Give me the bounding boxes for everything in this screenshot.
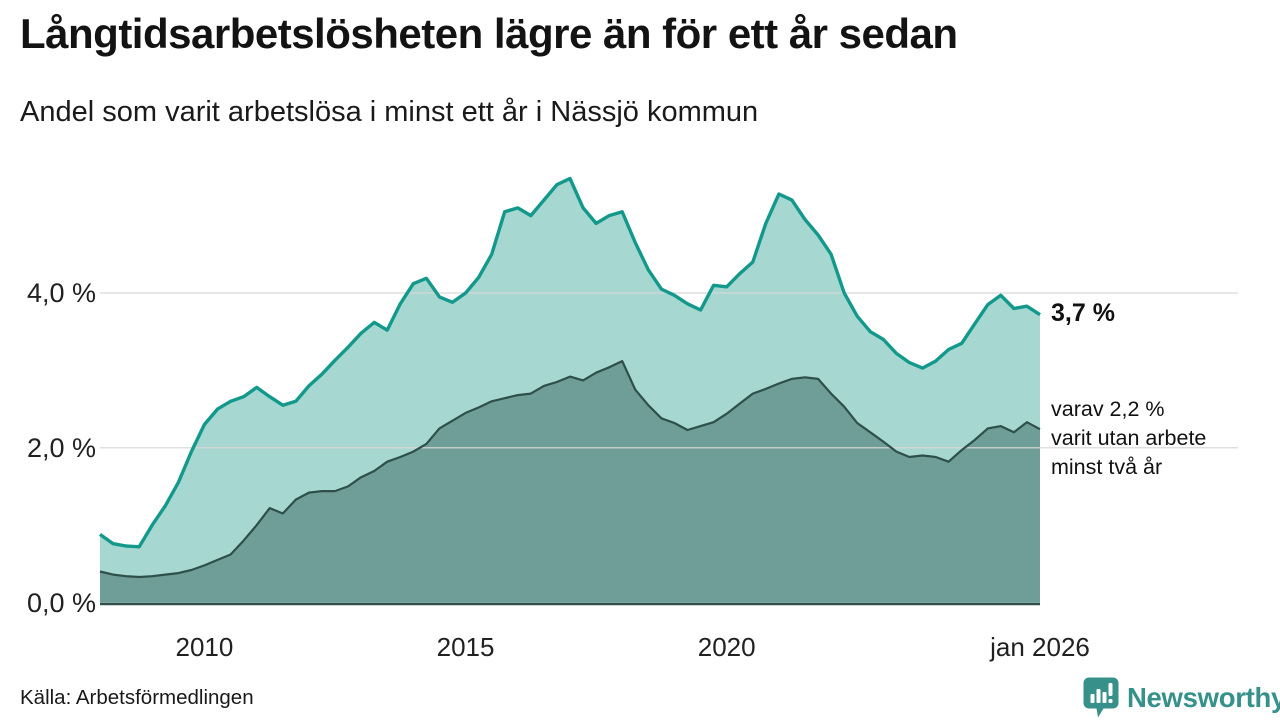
area-fill-two-year bbox=[100, 361, 1040, 603]
series-line-one-year bbox=[99, 176, 1041, 549]
newsworthy-icon bbox=[1083, 677, 1119, 718]
bar-3 bbox=[1102, 692, 1107, 703]
exclamation-dot bbox=[1108, 699, 1113, 703]
secondary-annotation: varav 2,2 % varit utan arbete minst två … bbox=[1051, 397, 1207, 479]
x-tick-2015: 2015 bbox=[436, 632, 495, 662]
y-tick-0,0%: 0,0 % bbox=[26, 587, 96, 618]
series-line-two-year bbox=[99, 360, 1041, 579]
speech-bubble-shape bbox=[1083, 677, 1119, 718]
bar-2 bbox=[1096, 689, 1101, 703]
y-tick-4,0%: 4,0 % bbox=[26, 278, 96, 308]
end-value-label: 3,7 % bbox=[1051, 299, 1115, 327]
newsworthy-wordmark: Newsworthy bbox=[1127, 681, 1280, 713]
x-tick-2020: 2020 bbox=[697, 632, 756, 662]
source-credit: Källa: Arbetsförmedlingen bbox=[20, 686, 254, 709]
page-title: Långtidsarbetslösheten lägre än för ett … bbox=[20, 10, 958, 57]
bar-1 bbox=[1090, 694, 1095, 703]
x-tick-jan-2026: jan 2026 bbox=[990, 632, 1090, 662]
y-tick-2,0%: 2,0 % bbox=[26, 432, 96, 463]
exclamation-bar bbox=[1108, 683, 1113, 696]
page-subtitle: Andel som varit arbetslösa i minst ett å… bbox=[20, 96, 759, 128]
x-tick-2010: 2010 bbox=[175, 632, 234, 662]
newsworthy-logo: Newsworthy bbox=[1082, 676, 1280, 719]
